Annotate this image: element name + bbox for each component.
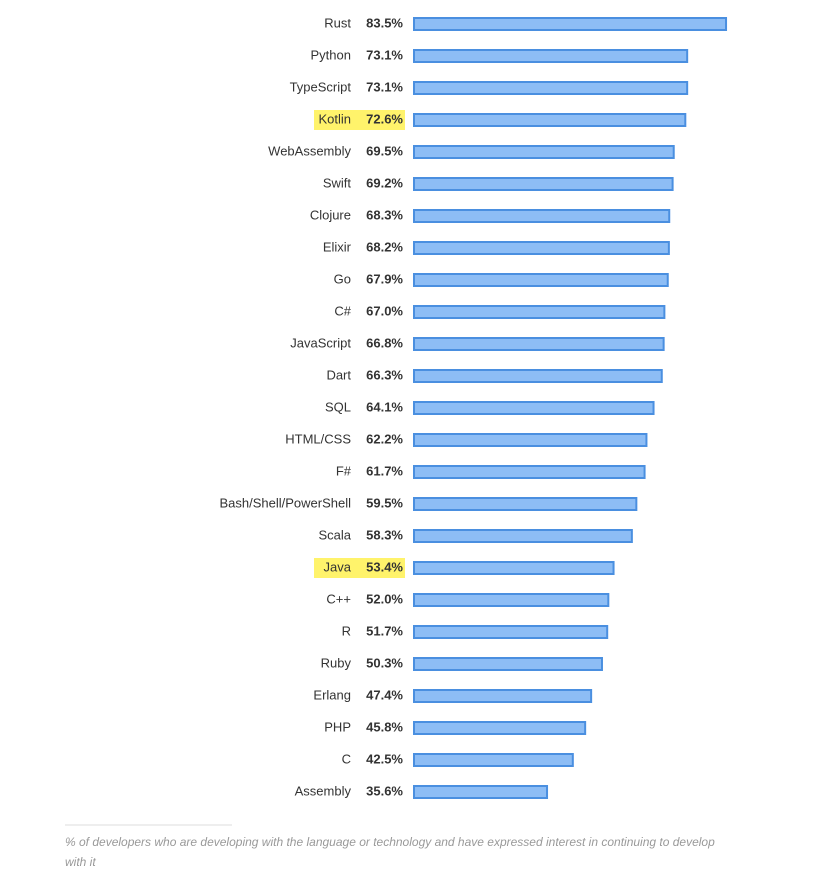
value-label: 35.6% xyxy=(366,783,403,798)
bar xyxy=(413,81,689,95)
bar xyxy=(413,657,603,671)
bar xyxy=(413,689,593,703)
bar xyxy=(413,529,633,543)
bar xyxy=(413,209,671,223)
bar xyxy=(413,721,587,735)
value-label: 58.3% xyxy=(366,527,403,542)
bar xyxy=(413,465,646,479)
bar xyxy=(413,145,675,159)
bar xyxy=(413,17,728,31)
value-label: 59.5% xyxy=(366,495,403,510)
value-label: 73.1% xyxy=(366,79,403,94)
category-label: HTML/CSS xyxy=(285,431,351,446)
category-label: JavaScript xyxy=(290,335,351,350)
category-label: Ruby xyxy=(321,655,352,670)
category-label: C# xyxy=(334,303,351,318)
category-label: R xyxy=(342,623,351,638)
category-label: SQL xyxy=(325,399,351,414)
bar xyxy=(413,497,638,511)
value-label: 67.0% xyxy=(366,303,403,318)
value-label: 61.7% xyxy=(366,463,403,478)
category-label: Dart xyxy=(326,367,351,382)
bar xyxy=(413,401,655,415)
bar xyxy=(413,305,666,319)
value-label: 66.8% xyxy=(366,335,403,350)
bar xyxy=(413,785,549,799)
category-label: C++ xyxy=(326,591,351,606)
value-label: 69.5% xyxy=(366,143,403,158)
category-label: C xyxy=(342,751,351,766)
value-label: 83.5% xyxy=(366,15,403,30)
value-label: 68.3% xyxy=(366,207,403,222)
bar xyxy=(413,753,574,767)
category-label: Clojure xyxy=(310,207,351,222)
value-label: 51.7% xyxy=(366,623,403,638)
category-label: Scala xyxy=(318,527,351,542)
category-label: Erlang xyxy=(313,687,351,702)
category-label: PHP xyxy=(324,719,351,734)
category-label: Java xyxy=(324,559,352,574)
highlight xyxy=(314,558,405,578)
bar xyxy=(413,561,615,575)
chart: Rust 83.5% Python 73.1% TypeScript 73.1% Kotli… xyxy=(65,15,728,826)
value-label: 73.1% xyxy=(366,47,403,62)
category-label: Swift xyxy=(323,175,352,190)
bar xyxy=(413,273,669,287)
value-label: 66.3% xyxy=(366,367,403,382)
category-label: Rust xyxy=(324,15,351,30)
bar xyxy=(413,49,689,63)
value-label: 68.2% xyxy=(366,239,403,254)
value-label: 69.2% xyxy=(366,175,403,190)
value-label: 62.2% xyxy=(366,431,403,446)
highlight xyxy=(314,110,405,130)
bar xyxy=(413,177,674,191)
value-label: 52.0% xyxy=(366,591,403,606)
bar xyxy=(413,433,648,447)
value-label: 53.4% xyxy=(366,559,403,574)
value-label: 47.4% xyxy=(366,687,403,702)
category-label: Kotlin xyxy=(318,111,351,126)
bar xyxy=(413,113,687,127)
category-label: Assembly xyxy=(295,783,352,798)
bar xyxy=(413,593,610,607)
category-label: TypeScript xyxy=(290,79,352,94)
bar xyxy=(413,241,670,255)
category-label: Elixir xyxy=(323,239,352,254)
category-label: Go xyxy=(334,271,351,286)
bar xyxy=(413,337,665,351)
value-label: 67.9% xyxy=(366,271,403,286)
value-label: 72.6% xyxy=(366,111,403,126)
value-label: 50.3% xyxy=(366,655,403,670)
value-label: 45.8% xyxy=(366,719,403,734)
value-label: 42.5% xyxy=(366,751,403,766)
bar xyxy=(413,369,663,383)
category-label: Bash/Shell/PowerShell xyxy=(219,495,351,510)
category-label: F# xyxy=(336,463,352,478)
category-label: Python xyxy=(311,47,351,62)
bar xyxy=(413,625,609,639)
footnote: % of developers who are developing with … xyxy=(65,835,715,869)
value-label: 64.1% xyxy=(366,399,403,414)
category-label: WebAssembly xyxy=(268,143,351,158)
